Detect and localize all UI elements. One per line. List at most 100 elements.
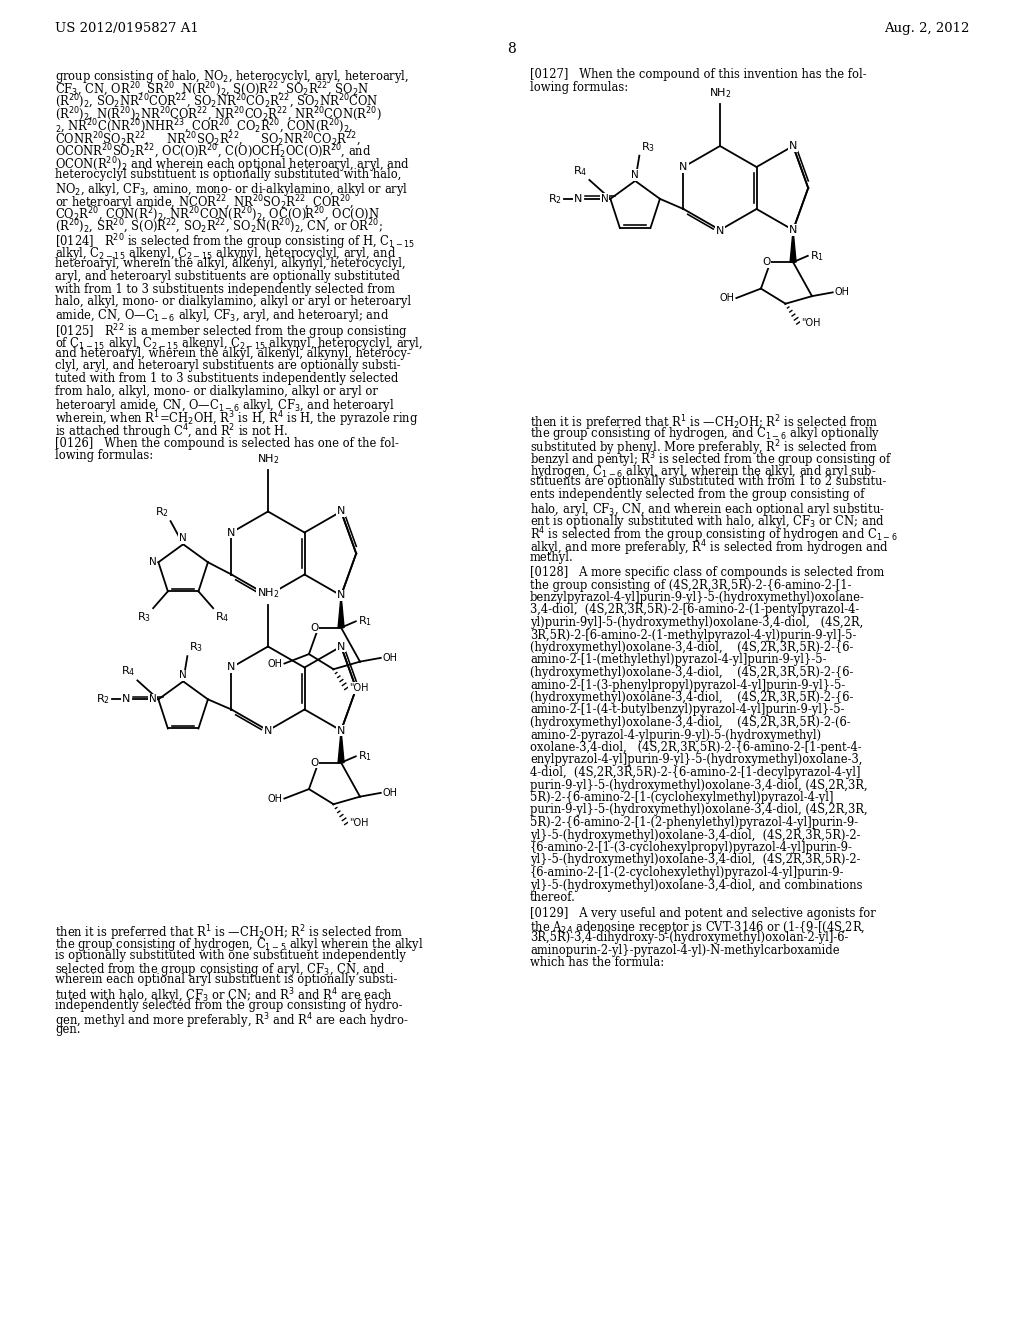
Text: N: N — [573, 194, 582, 203]
Text: then it is preferred that R$^1$ is —CH$_2$OH; R$^2$ is selected from: then it is preferred that R$^1$ is —CH$_… — [55, 924, 403, 942]
Text: lowing formulas:: lowing formulas: — [55, 449, 154, 462]
Text: R$_3$: R$_3$ — [641, 140, 655, 153]
Text: selected from the group consisting of aryl, CF$_3$, CN, and: selected from the group consisting of ar… — [55, 961, 386, 978]
Text: oxolane-3,4-diol,   (4S,2R,3R,5R)-2-{6-amino-2-[1-pent-4-: oxolane-3,4-diol, (4S,2R,3R,5R)-2-{6-ami… — [530, 741, 861, 754]
Text: thereof.: thereof. — [530, 891, 575, 904]
Text: CO$_2$R$^{20}$, CON(R$^2$)$_2$, NR$^{20}$CON(R$^{20}$)$_2$, OC(O)R$^{20}$, OC(O): CO$_2$R$^{20}$, CON(R$^2$)$_2$, NR$^{20}… — [55, 206, 380, 223]
Text: R$_2$: R$_2$ — [155, 506, 169, 519]
Text: and heteroaryl, wherein the alkyl, alkenyl, alkynyl, heterocy-: and heteroaryl, wherein the alkyl, alken… — [55, 347, 411, 360]
Text: aryl, and heteroaryl substituents are optionally substituted: aryl, and heteroaryl substituents are op… — [55, 271, 400, 282]
Text: [0128]   A more specific class of compounds is selected from: [0128] A more specific class of compound… — [530, 566, 885, 579]
Text: NH$_2$: NH$_2$ — [257, 586, 280, 601]
Text: purin-9-yl}-5-(hydroxymethyl)oxolane-3,4-diol, (4S,2R,3R,: purin-9-yl}-5-(hydroxymethyl)oxolane-3,4… — [530, 779, 867, 792]
Text: then it is preferred that R$^1$ is —CH$_2$OH; R$^2$ is selected from: then it is preferred that R$^1$ is —CH$_… — [530, 413, 879, 433]
Text: R$_2$: R$_2$ — [548, 191, 562, 206]
Text: clyl, aryl, and heteroaryl substituents are optionally substi-: clyl, aryl, and heteroaryl substituents … — [55, 359, 400, 372]
Text: 8: 8 — [508, 42, 516, 55]
Text: R$_2$: R$_2$ — [96, 693, 110, 706]
Text: N: N — [337, 726, 345, 735]
Text: wherein, when R$^1$=CH$_2$OH, R$^3$ is H, R$^4$ is H, the pyrazole ring: wherein, when R$^1$=CH$_2$OH, R$^3$ is H… — [55, 409, 419, 429]
Text: (R$^{20}$)$_2$, N(R$^{20}$)$_2$NR$^{20}$COR$^{22}$, NR$^{20}$CO$_2$R$^{22}$, NR$: (R$^{20}$)$_2$, N(R$^{20}$)$_2$NR$^{20}$… — [55, 106, 382, 124]
Text: the group consisting of hydrogen, and C$_{1-6}$ alkyl optionally: the group consisting of hydrogen, and C$… — [530, 425, 881, 442]
Text: [0125]   R$^{22}$ is a member selected from the group consisting: [0125] R$^{22}$ is a member selected fro… — [55, 322, 408, 342]
Text: "OH: "OH — [801, 318, 820, 327]
Text: (hydroxymethyl)oxolane-3,4-diol,    (4S,2R,3R,5R)-2-{6-: (hydroxymethyl)oxolane-3,4-diol, (4S,2R,… — [530, 667, 853, 678]
Text: yl)purin-9yl]-5-(hydroxymethyl)oxolane-3,4-diol,   (4S,2R,: yl)purin-9yl]-5-(hydroxymethyl)oxolane-3… — [530, 616, 863, 630]
Text: OH: OH — [835, 288, 850, 297]
Text: {6-amino-2-[1-(3-cyclohexylpropyl)pyrazol-4-yl]purin-9-: {6-amino-2-[1-(3-cyclohexylpropyl)pyrazo… — [530, 841, 853, 854]
Text: enylpyrazol-4-yl]purin-9-yl}-5-(hydroxymethyl)oxolane-3,: enylpyrazol-4-yl]purin-9-yl}-5-(hydroxym… — [530, 754, 862, 767]
Text: R$_1$: R$_1$ — [357, 614, 372, 628]
Text: OH: OH — [267, 793, 283, 804]
Text: [0129]   A very useful and potent and selective agonists for: [0129] A very useful and potent and sele… — [530, 907, 876, 920]
Text: yl}-5-(hydroxymethyl)oxolane-3,4-diol, and combinations: yl}-5-(hydroxymethyl)oxolane-3,4-diol, a… — [530, 879, 862, 891]
Text: N: N — [179, 533, 187, 544]
Text: N: N — [601, 194, 608, 203]
Text: OH: OH — [267, 659, 283, 668]
Text: or heteroaryl amide, NCOR$^{22}$, NR$^{20}$SO$_2$R$^{22}$, COR$^{20}$,: or heteroaryl amide, NCOR$^{22}$, NR$^{2… — [55, 193, 354, 213]
Text: N: N — [716, 226, 724, 236]
Text: (R$^{20}$)$_2$, SO$_2$NR$^{20}$COR$^{22}$, SO$_2$NR$^{20}$CO$_2$R$^{22}$, SO$_2$: (R$^{20}$)$_2$, SO$_2$NR$^{20}$COR$^{22}… — [55, 92, 379, 111]
Text: O: O — [310, 758, 318, 768]
Text: OH: OH — [383, 653, 397, 663]
Text: N: N — [788, 224, 798, 235]
Text: (R$^{20}$)$_2$, SR$^{20}$, S(O)R$^{22}$, SO$_2$R$^{22}$, SO$_2$N(R$^{20}$)$_2$, : (R$^{20}$)$_2$, SR$^{20}$, S(O)R$^{22}$,… — [55, 218, 383, 236]
Text: 4-diol,  (4S,2R,3R,5R)-2-{6-amino-2-[1-decylpyrazol-4-yl]: 4-diol, (4S,2R,3R,5R)-2-{6-amino-2-[1-de… — [530, 766, 860, 779]
Text: heteroaryl amide, CN, O—C$_{1-6}$ alkyl, CF$_3$, and heteroaryl: heteroaryl amide, CN, O—C$_{1-6}$ alkyl,… — [55, 397, 394, 414]
Text: purin-9-yl}-5-(hydroxymethyl)oxolane-3,4-diol, (4S,2R,3R,: purin-9-yl}-5-(hydroxymethyl)oxolane-3,4… — [530, 804, 867, 817]
Polygon shape — [338, 730, 344, 763]
Text: is attached through C$^4$, and R$^2$ is not H.: is attached through C$^4$, and R$^2$ is … — [55, 422, 289, 442]
Polygon shape — [791, 230, 796, 263]
Text: "OH: "OH — [349, 818, 369, 828]
Text: halo, alkyl, mono- or dialkylamino, alkyl or aryl or heteroaryl: halo, alkyl, mono- or dialkylamino, alky… — [55, 294, 411, 308]
Text: OCON(R$^{20}$)$_2$ and wherein each optional heteroaryl, aryl, and: OCON(R$^{20}$)$_2$ and wherein each opti… — [55, 156, 410, 176]
Text: (hydroxymethyl)oxolane-3,4-diol,    (4S,2R,3R,5R)-2-{6-: (hydroxymethyl)oxolane-3,4-diol, (4S,2R,… — [530, 690, 853, 704]
Text: aminopurin-2-yl}-pyrazol-4-yl)-N-methylcarboxamide: aminopurin-2-yl}-pyrazol-4-yl)-N-methylc… — [530, 944, 840, 957]
Text: Aug. 2, 2012: Aug. 2, 2012 — [884, 22, 969, 36]
Text: O: O — [762, 257, 770, 267]
Text: N: N — [148, 694, 157, 705]
Text: gen, methyl and more preferably, R$^3$ and R$^4$ are each hydro-: gen, methyl and more preferably, R$^3$ a… — [55, 1011, 409, 1031]
Text: N: N — [227, 528, 236, 537]
Text: R$_4$: R$_4$ — [573, 164, 588, 178]
Text: N: N — [337, 507, 345, 516]
Text: N: N — [179, 671, 187, 680]
Text: alkyl, and more preferably, R$^4$ is selected from hydrogen and: alkyl, and more preferably, R$^4$ is sel… — [530, 539, 889, 557]
Text: N: N — [337, 642, 345, 652]
Text: 3R,5R)-2-[6-amino-2-(1-methylpyrazol-4-yl)purin-9-yl]-5-: 3R,5R)-2-[6-amino-2-(1-methylpyrazol-4-y… — [530, 628, 856, 642]
Text: N: N — [122, 694, 130, 705]
Text: NO$_2$, alkyl, CF$_3$, amino, mono- or di-alkylamino, alkyl or aryl: NO$_2$, alkyl, CF$_3$, amino, mono- or d… — [55, 181, 409, 198]
Text: (hydroxymethyl)oxolane-3,4-diol,    (4S,2R,3R,5R)-2-{6-: (hydroxymethyl)oxolane-3,4-diol, (4S,2R,… — [530, 642, 853, 653]
Text: R$_4$: R$_4$ — [121, 665, 135, 678]
Text: tuted with halo, alkyl, CF$_3$ or CN; and R$^3$ and R$^4$ are each: tuted with halo, alkyl, CF$_3$ or CN; an… — [55, 986, 392, 1006]
Text: with from 1 to 3 substituents independently selected from: with from 1 to 3 substituents independen… — [55, 282, 395, 296]
Text: independently selected from the group consisting of hydro-: independently selected from the group co… — [55, 998, 402, 1011]
Text: alkyl, C$_{2-15}$ alkenyl, C$_{2-15}$ alkynyl, heterocyclyl, aryl, and: alkyl, C$_{2-15}$ alkenyl, C$_{2-15}$ al… — [55, 246, 396, 261]
Text: N: N — [788, 141, 798, 150]
Text: OH: OH — [383, 788, 397, 797]
Text: 3R,5R)-3,4-dihydroxy-5-(hydroxymethyl)oxolan-2-yl]-6-: 3R,5R)-3,4-dihydroxy-5-(hydroxymethyl)ox… — [530, 932, 848, 945]
Text: lowing formulas:: lowing formulas: — [530, 81, 628, 94]
Text: CF$_3$, CN, OR$^{20}$, SR$^{20}$, N(R$^{20}$)$_2$, S(O)R$^{22}$, SO$_2$R$^{22}$,: CF$_3$, CN, OR$^{20}$, SR$^{20}$, N(R$^{… — [55, 81, 370, 99]
Text: benzylpyrazol-4-yl]purin-9-yl}-5-(hydroxymethyl)oxolane-: benzylpyrazol-4-yl]purin-9-yl}-5-(hydrox… — [530, 591, 865, 605]
Text: NH$_2$: NH$_2$ — [709, 86, 731, 100]
Text: OH: OH — [720, 293, 734, 304]
Text: N: N — [679, 162, 688, 172]
Text: 5R)-2-{6-amino-2-[1-(cyclohexylmethyl)pyrazol-4-yl]: 5R)-2-{6-amino-2-[1-(cyclohexylmethyl)py… — [530, 791, 834, 804]
Text: {6-amino-2-[1-(2-cyclohexylethyl)pyrazol-4-yl]purin-9-: {6-amino-2-[1-(2-cyclohexylethyl)pyrazol… — [530, 866, 845, 879]
Text: yl}-5-(hydroxymethyl)oxolane-3,4-diol,  (4S,2R,3R,5R)-2-: yl}-5-(hydroxymethyl)oxolane-3,4-diol, (… — [530, 829, 860, 842]
Text: ents independently selected from the group consisting of: ents independently selected from the gro… — [530, 488, 864, 502]
Text: 3,4-diol,  (4S,2R,3R,5R)-2-[6-amino-2-(1-pentylpyrazol-4-: 3,4-diol, (4S,2R,3R,5R)-2-[6-amino-2-(1-… — [530, 603, 859, 616]
Text: US 2012/0195827 A1: US 2012/0195827 A1 — [55, 22, 199, 36]
Text: R$_1$: R$_1$ — [357, 750, 372, 763]
Text: N: N — [337, 590, 345, 601]
Text: "OH: "OH — [349, 684, 369, 693]
Text: hydrogen, C$_{1-6}$ alkyl, aryl, wherein the alkyl, and aryl sub-: hydrogen, C$_{1-6}$ alkyl, aryl, wherein… — [530, 463, 877, 480]
Text: O: O — [310, 623, 318, 632]
Text: [0126]   When the compound is selected has one of the fol-: [0126] When the compound is selected has… — [55, 437, 399, 450]
Text: the group consisting of (4S,2R,3R,5R)-2-{6-amino-2-[1-: the group consisting of (4S,2R,3R,5R)-2-… — [530, 578, 852, 591]
Text: (hydroxymethyl)oxolane-3,4-diol,    (4S,2R,3R,5R)-2-(6-: (hydroxymethyl)oxolane-3,4-diol, (4S,2R,… — [530, 715, 851, 729]
Text: group consisting of halo, NO$_2$, heterocyclyl, aryl, heteroaryl,: group consisting of halo, NO$_2$, hetero… — [55, 69, 410, 84]
Text: [0124]   R$^{20}$ is selected from the group consisting of H, C$_{1-15}$: [0124] R$^{20}$ is selected from the gro… — [55, 232, 415, 252]
Text: [0127]   When the compound of this invention has the fol-: [0127] When the compound of this inventi… — [530, 69, 866, 81]
